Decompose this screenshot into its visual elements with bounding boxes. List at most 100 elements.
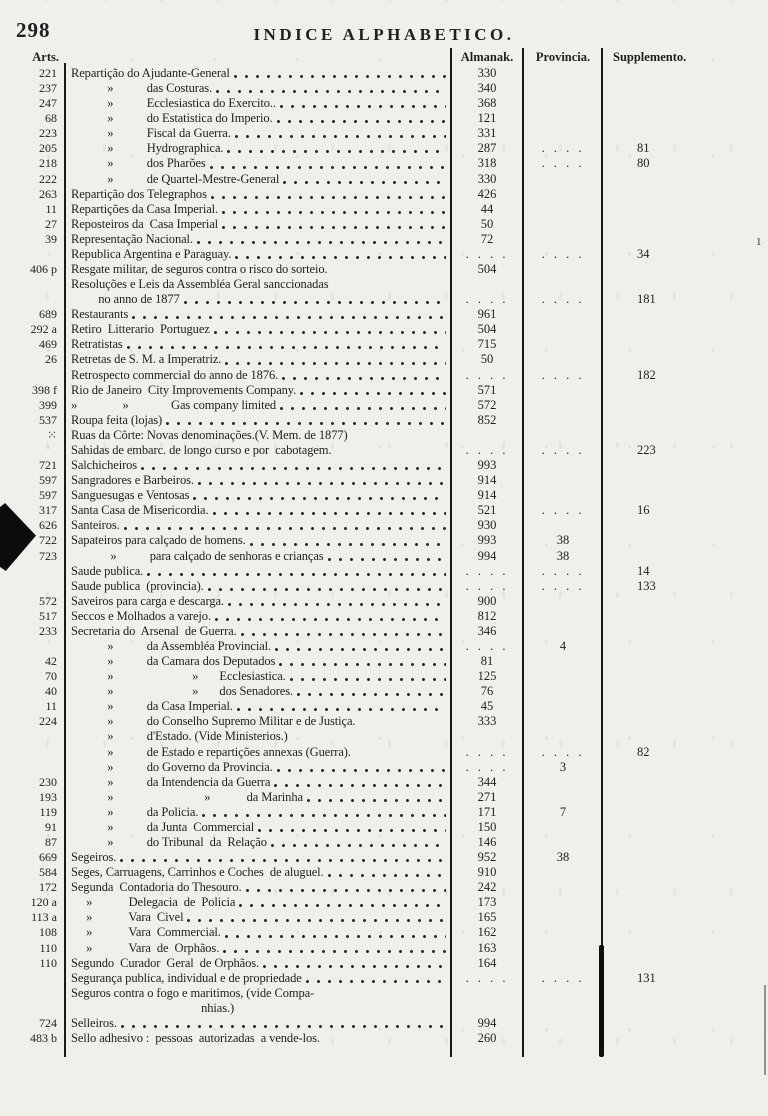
arts-number: 218 xyxy=(39,156,57,171)
entry-text: » da Camara dos Deputados xyxy=(71,654,276,669)
almanak-value: 260 xyxy=(477,1031,497,1045)
leader-dots xyxy=(222,205,446,216)
header-almanak: Almanak. xyxy=(460,50,514,64)
almanak-value: 426 xyxy=(477,186,497,201)
arts-number: 724 xyxy=(39,1015,57,1030)
entry-cell: Sangradores e Barbeiros. xyxy=(64,473,451,488)
entry-cell: » d'Estado. (Vide Ministerios.) xyxy=(64,729,451,744)
entry-text: Segeiros. xyxy=(71,850,117,865)
entry-cell: Segurança publica, individual e de propr… xyxy=(64,971,451,986)
entry-text: Sahidas de embarc. de longo curso e por … xyxy=(71,442,332,457)
almanak-value: 271 xyxy=(477,789,497,804)
index-row: 223 » Fiscal da Guerra. 331 xyxy=(0,126,768,141)
supplemento-value: 131 xyxy=(637,970,656,985)
entry-text: Repartição do Ajudante-General xyxy=(71,66,230,80)
entry-cell: » dos Pharões xyxy=(64,156,451,171)
leader-dots xyxy=(141,462,446,473)
leader-dots xyxy=(324,1035,446,1045)
entry-cell: Segunda Contadoria do Thesouro. xyxy=(64,880,451,895)
entry-cell: Santeiros. xyxy=(64,518,451,533)
leader-dots xyxy=(197,477,446,488)
leader-dots xyxy=(236,703,446,714)
index-row: 27 Reposteiros da Casa Imperial 50 xyxy=(0,217,768,232)
entry-text: Retretas de S. M. a Imperatriz. xyxy=(71,352,222,367)
leader-dots xyxy=(120,854,446,865)
arts-number: 205 xyxy=(39,141,57,156)
arts-number: 120 a xyxy=(30,895,57,910)
almanak-value: 72 xyxy=(480,231,494,246)
leader-dots xyxy=(196,235,446,246)
almanak-value: 504 xyxy=(477,322,497,337)
entry-text: » da Policia. xyxy=(71,804,199,819)
leader-dots xyxy=(359,718,446,728)
entry-cell: Resoluções e Leis da Assembléa Geral san… xyxy=(64,277,451,292)
almanak-value: 914 xyxy=(477,473,497,488)
almanak-value: . . . . xyxy=(465,638,509,653)
leader-dots xyxy=(202,808,446,819)
page-number: 298 xyxy=(16,18,51,42)
almanak-value: 961 xyxy=(477,307,497,322)
index-row: 317 Santa Casa de Misericordia. 521 . . . .… xyxy=(0,503,768,518)
entry-text: Seges, Carruagens, Carrinhos e Coches de… xyxy=(71,865,324,880)
index-row: Resoluções e Leis da Assembléa Geral san… xyxy=(0,277,768,292)
entry-cell: Saude publica. xyxy=(64,564,451,579)
entry-cell: Retratistas xyxy=(64,337,451,352)
arts-number: 317 xyxy=(39,503,57,518)
index-row: 537 Roupa feita (lojas) 852 xyxy=(0,413,768,428)
entry-text: Saveiros para carga e descarga. xyxy=(71,593,224,608)
leader-dots xyxy=(132,311,446,322)
almanak-value: . . . . xyxy=(465,442,509,457)
entry-cell: » de Quartel-Mestre-General xyxy=(64,172,451,187)
arts-number: 247 xyxy=(39,96,57,111)
header-supplemento: Supplemento. xyxy=(613,50,687,64)
arts-number: 469 xyxy=(39,337,57,352)
entry-cell: » da Assembléa Provincial. xyxy=(64,639,451,654)
column-header-row: Arts. Almanak. Provincia. Supplemento. xyxy=(0,50,768,65)
index-row: 205 » Hydrographica. 287 . . . . 81 xyxy=(0,141,768,156)
entry-cell: Segeiros. xyxy=(64,850,451,865)
leader-dots xyxy=(292,734,446,744)
leader-dots xyxy=(233,70,446,81)
entry-text: Restaurants xyxy=(71,307,129,322)
almanak-value: 173 xyxy=(477,895,497,910)
entry-text: » de Quartel-Mestre-General xyxy=(71,171,280,186)
almanak-value: 994 xyxy=(477,1015,497,1030)
supplemento-value: 182 xyxy=(637,367,656,382)
arts-number: 399 xyxy=(39,397,57,412)
arts-number: 40 xyxy=(45,684,57,699)
entry-cell: » do Estatistica do Imperio. xyxy=(64,111,451,126)
index-row: 11 » da Casa Imperial. 45 xyxy=(0,699,768,714)
leader-dots xyxy=(213,326,446,337)
index-row: Retrospecto commercial do anno de 1876..… xyxy=(0,368,768,383)
entry-text: Resgate militar, de seguros contra o ris… xyxy=(71,262,328,277)
index-row: 222 » de Quartel-Mestre-General 330 xyxy=(0,172,768,187)
entry-text: » » Ecclesiastica. xyxy=(71,669,286,684)
entry-text: » Delegacia de Policia xyxy=(71,895,236,910)
almanak-value: 121 xyxy=(477,111,497,126)
entry-cell: Sello adhesivo : pessoas autorizadas a v… xyxy=(64,1031,451,1046)
edge-scan-line xyxy=(764,985,766,1075)
almanak-value: . . . . xyxy=(465,759,509,774)
rule-ink-smudge xyxy=(599,945,604,1057)
rule-provincia-column xyxy=(522,48,524,1057)
almanak-value: 521 xyxy=(477,503,497,518)
entry-cell: » da Camara dos Deputados xyxy=(64,654,451,669)
leader-dots xyxy=(238,1005,446,1015)
leader-dots xyxy=(212,507,446,518)
leader-dots xyxy=(234,130,446,141)
entry-cell: Retiro Litterario Portuguez xyxy=(64,322,451,337)
arts-number: 91 xyxy=(45,819,57,834)
entry-text: » » dos Senadores. xyxy=(71,684,294,699)
provincia-value: . . . . xyxy=(541,563,585,578)
entry-cell: » » dos Senadores. xyxy=(64,684,451,699)
supplemento-value: 133 xyxy=(637,578,656,593)
entry-cell: Segundo Curador Geral de Orphãos. xyxy=(64,956,451,971)
leader-dots xyxy=(276,763,446,774)
provincia-value: . . . . xyxy=(541,141,585,156)
supplemento-value: 223 xyxy=(637,442,656,457)
almanak-value: 910 xyxy=(477,865,497,880)
entry-text: » d'Estado. (Vide Ministerios.) xyxy=(71,729,288,744)
entry-cell: » Vara Commercial. xyxy=(64,925,451,940)
entry-cell: Representação Nacional. xyxy=(64,232,451,247)
index-row: Sahidas de embarc. de longo curso e por … xyxy=(0,443,768,458)
